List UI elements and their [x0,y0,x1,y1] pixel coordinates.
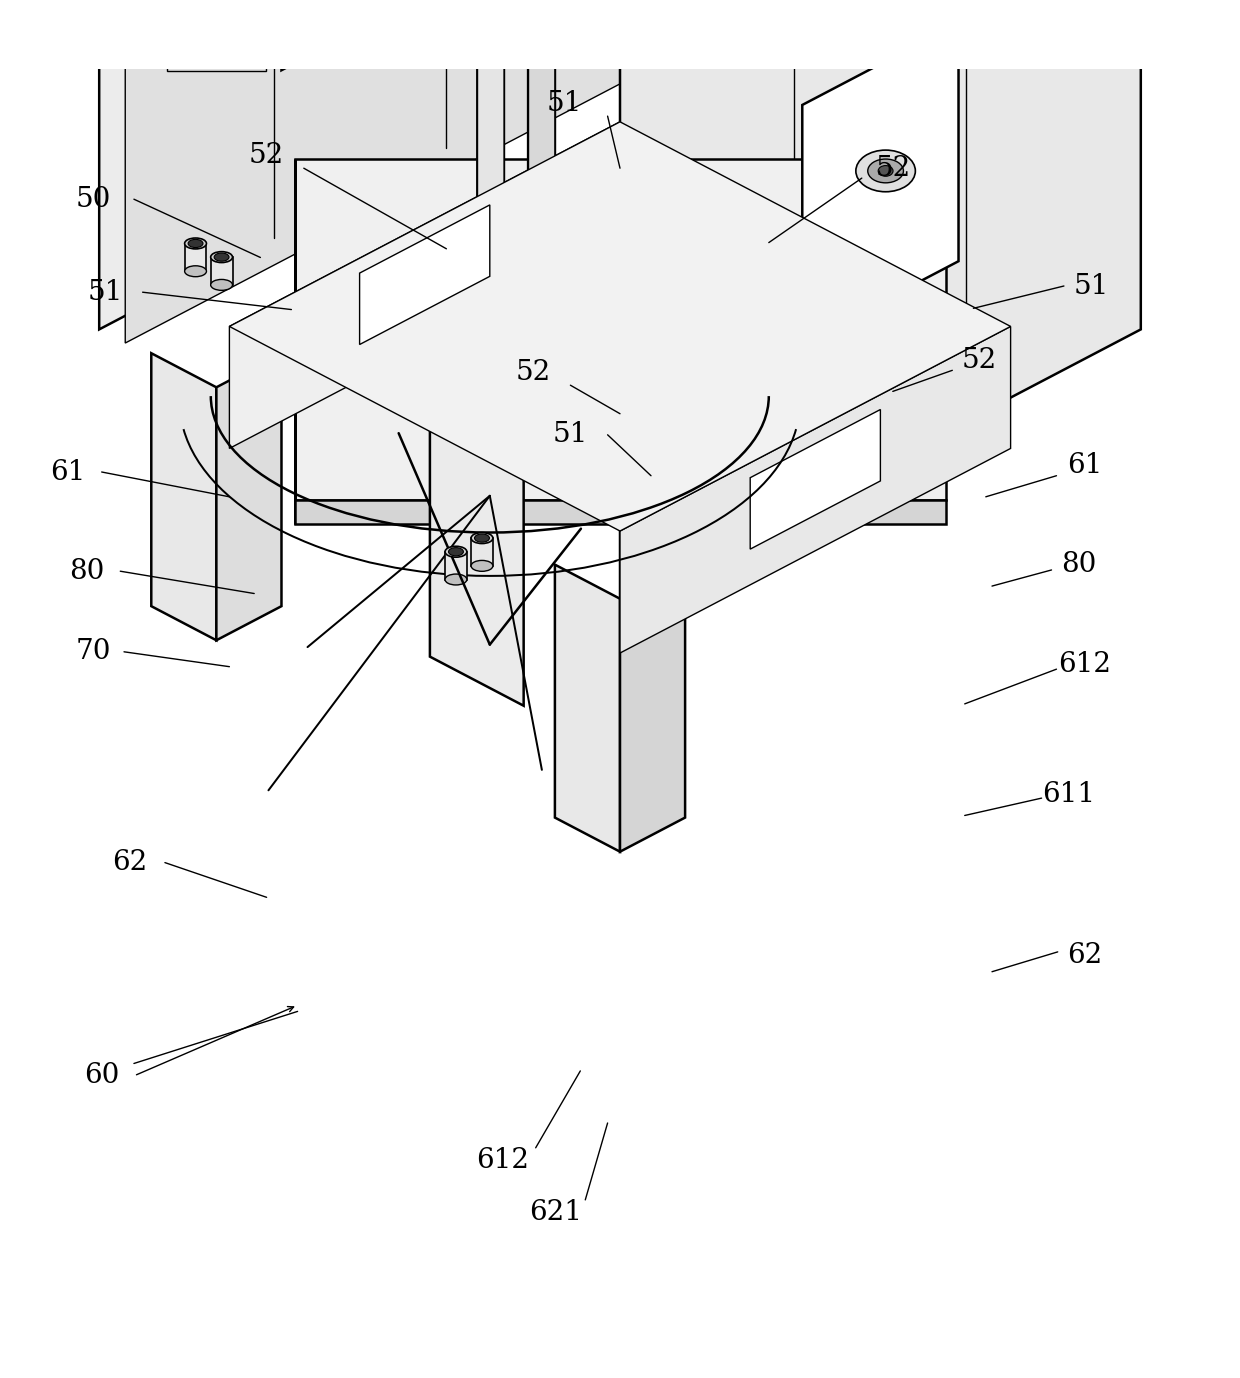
Text: 51: 51 [547,90,582,117]
Text: 62: 62 [1068,943,1102,969]
Polygon shape [360,205,490,344]
Text: 51: 51 [1074,273,1109,299]
Polygon shape [527,0,556,464]
Ellipse shape [878,165,893,176]
Text: 611: 611 [1043,781,1095,808]
Polygon shape [471,537,492,566]
Polygon shape [802,23,959,343]
Polygon shape [620,0,1141,602]
Ellipse shape [215,254,229,262]
Text: 52: 52 [516,360,551,386]
Polygon shape [216,353,281,641]
Polygon shape [476,0,505,437]
Ellipse shape [185,266,207,277]
Polygon shape [166,0,267,70]
Ellipse shape [449,547,464,555]
Polygon shape [295,158,945,500]
Ellipse shape [176,0,231,28]
Ellipse shape [185,238,207,249]
Polygon shape [750,409,880,548]
Polygon shape [281,0,438,70]
Polygon shape [151,353,216,641]
Text: 80: 80 [1061,551,1096,579]
Ellipse shape [475,535,490,542]
Polygon shape [185,244,207,271]
Text: 80: 80 [69,558,104,584]
Ellipse shape [868,158,904,183]
Polygon shape [229,121,620,448]
Text: 52: 52 [875,154,910,182]
Ellipse shape [211,252,233,263]
Polygon shape [430,404,523,706]
Polygon shape [99,0,620,329]
Ellipse shape [211,280,233,291]
Polygon shape [229,121,1011,531]
Text: 612: 612 [1059,650,1111,678]
Polygon shape [620,327,1011,653]
Ellipse shape [197,4,211,14]
Polygon shape [211,258,233,285]
Text: 51: 51 [553,422,588,448]
Polygon shape [620,565,684,852]
Text: 52: 52 [962,347,997,373]
Text: 61: 61 [1068,452,1102,480]
Text: 70: 70 [76,638,110,666]
Text: 61: 61 [51,459,86,485]
Text: 60: 60 [84,1062,119,1090]
Ellipse shape [856,150,915,192]
Text: 52: 52 [249,142,284,169]
Ellipse shape [471,533,494,543]
Polygon shape [295,500,945,524]
Text: 50: 50 [76,186,110,212]
Ellipse shape [471,561,494,572]
Ellipse shape [187,0,221,19]
Text: 621: 621 [529,1199,582,1226]
Polygon shape [445,551,466,580]
Ellipse shape [445,575,467,586]
Text: 612: 612 [476,1146,528,1174]
Ellipse shape [445,546,467,557]
Text: 62: 62 [113,849,148,876]
Text: 51: 51 [88,278,123,306]
Polygon shape [556,565,620,852]
Polygon shape [125,0,646,343]
Ellipse shape [188,240,203,248]
